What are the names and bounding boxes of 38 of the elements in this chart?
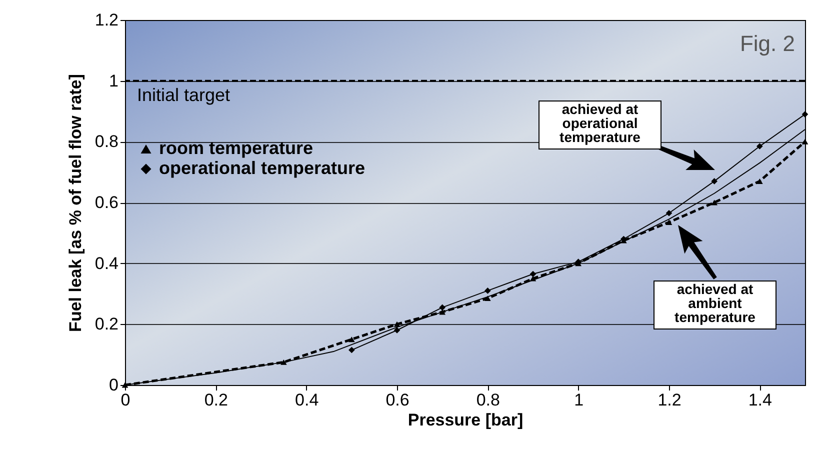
x-tick-label: 1 — [574, 390, 584, 410]
y-axis-title: Fuel leak [as % of fuel flow rate] — [66, 74, 85, 332]
y-tick-label: 1.2 — [94, 10, 118, 30]
point — [439, 304, 446, 311]
x-tick-label: 1.2 — [658, 390, 682, 410]
annotation: achieved at operational temperature — [560, 101, 641, 145]
ref-line-label: Initial target — [137, 84, 230, 105]
point — [348, 336, 355, 342]
point — [711, 178, 718, 184]
annotation: Fig. 2 — [740, 31, 795, 56]
point — [711, 200, 718, 206]
point — [756, 143, 763, 150]
x-tick-label: 0.4 — [295, 390, 319, 410]
y-tick-label: 0.6 — [94, 193, 118, 212]
x-tick-label: 0 — [120, 390, 130, 410]
x-axis-title: Pressure [bar] — [408, 410, 524, 430]
annotation: achieved at ambient temperature — [674, 281, 756, 325]
point — [802, 111, 808, 118]
y-tick-label: 0.8 — [94, 132, 118, 152]
y-tick-label: 0.4 — [94, 254, 118, 273]
x-tick-label: 0.6 — [386, 390, 410, 410]
point — [484, 288, 491, 294]
point — [666, 220, 672, 226]
point — [348, 346, 355, 354]
point — [802, 138, 808, 144]
x-tick-label: 0.8 — [476, 390, 500, 410]
x-tick-label: 0.2 — [204, 390, 228, 410]
x-tick-label: 1.4 — [748, 390, 772, 410]
point — [394, 321, 400, 327]
y-tick-label: 0.2 — [94, 314, 118, 334]
point — [484, 296, 491, 302]
y-tick-label: 1 — [109, 71, 118, 90]
point — [756, 178, 763, 184]
point — [666, 210, 672, 216]
y-tick-label: 0 — [109, 376, 118, 394]
legend-label: room temperature — [159, 138, 314, 158]
point — [530, 270, 536, 278]
legend-label: operational temperature — [159, 158, 366, 178]
